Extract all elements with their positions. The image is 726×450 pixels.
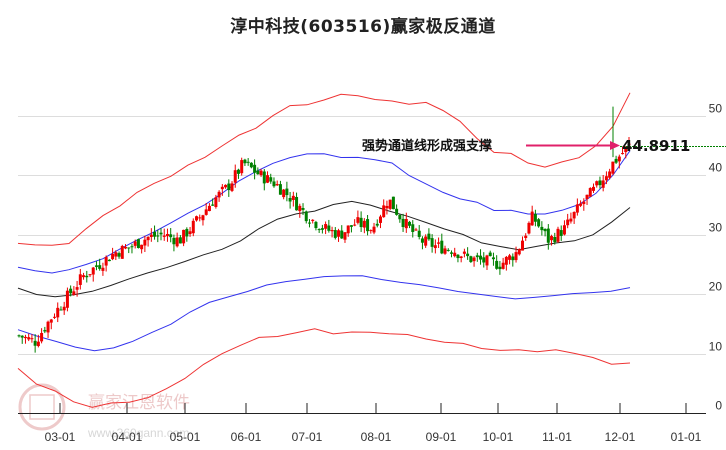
x-tick-label: 12-01 [605, 430, 636, 444]
watermark-url: www.360gann.com [87, 426, 189, 440]
x-tick-label: 08-01 [361, 430, 392, 444]
x-tick-label: 01-01 [671, 430, 702, 444]
watermark-logo-icon [18, 383, 66, 431]
candlesticks [17, 106, 631, 353]
arrow-head-icon [610, 141, 620, 150]
x-tick-label: 07-01 [292, 430, 323, 444]
x-axis: 03-01 04-01 05-01 06-01 07-01 08-01 09-01 10-01… [45, 403, 702, 444]
inner_lower-line [17, 275, 631, 352]
chart-title: 淳中科技(603516)赢家极反通道 [230, 17, 496, 37]
y-tick-label: 50 [709, 102, 723, 116]
y-tick-label: 30 [709, 221, 723, 235]
x-tick-label: 03-01 [45, 430, 76, 444]
outer_lower-line [17, 328, 631, 408]
channel-bands [17, 92, 631, 408]
inner_upper-line [17, 150, 631, 274]
watermark: 赢家江恩软件 www.360gann.com [18, 383, 190, 440]
x-tick-label: 06-01 [231, 430, 262, 444]
y-tick-label: 20 [709, 280, 723, 294]
y-tick-label: 10 [709, 340, 723, 354]
x-tick-label: 10-01 [483, 430, 514, 444]
middle-line [17, 200, 631, 298]
annotation-text: 强势通道线形成强支撑 [362, 138, 492, 154]
x-tick-label: 05-01 [170, 430, 201, 444]
y-tick-label: 0 [715, 399, 722, 413]
x-tick-label: 09-01 [426, 430, 457, 444]
y-axis: 0 10 20 30 40 50 [709, 102, 723, 413]
x-tick-label: 04-01 [112, 430, 143, 444]
grid-lines [18, 116, 706, 355]
watermark-brand: 赢家江恩软件 [88, 393, 190, 413]
y-tick-label: 40 [709, 161, 723, 175]
support-value: 44.8911 [622, 137, 690, 155]
x-tick-label: 11-01 [542, 430, 572, 444]
outer_upper-line [17, 92, 631, 246]
annotation: 强势通道线形成强支撑 44.8911 [362, 137, 690, 155]
